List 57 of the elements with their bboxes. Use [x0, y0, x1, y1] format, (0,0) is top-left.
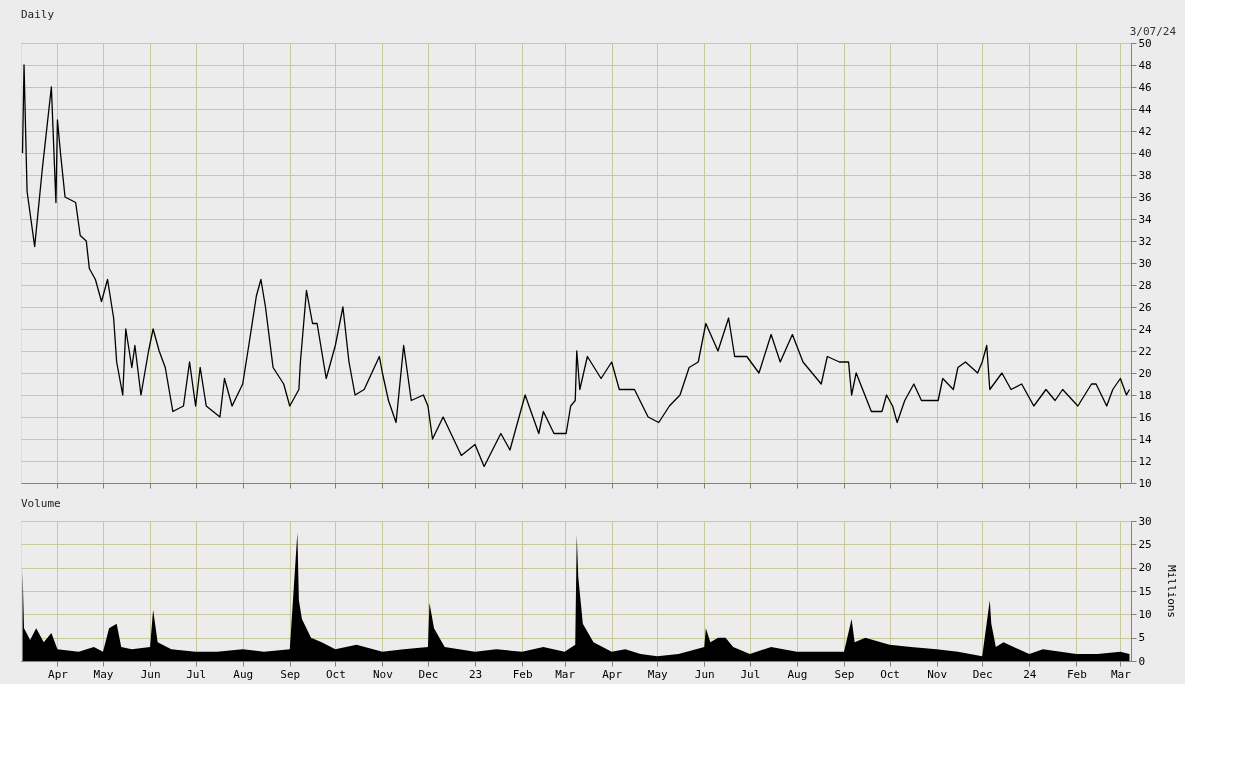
y-tick-label: 46	[1138, 80, 1152, 94]
chart-title: Volume	[21, 497, 61, 510]
y-tick-label: 42	[1138, 124, 1152, 138]
x-tick-label: Sep	[834, 667, 855, 681]
y-tick-label: 24	[1138, 322, 1153, 336]
y-tick-label: 38	[1138, 168, 1152, 182]
y-tick-label: 0	[1138, 654, 1146, 668]
x-tick-label: Jul	[740, 667, 761, 681]
x-tick-label: Jul	[186, 667, 207, 681]
y-tick-label: 22	[1138, 344, 1152, 358]
chart-title: Daily	[21, 8, 55, 21]
x-tick-label: Nov	[372, 667, 394, 681]
x-tick-label: Nov	[927, 667, 948, 681]
x-tick-label: Mar	[555, 667, 576, 681]
y-tick-label: 15	[1138, 584, 1152, 598]
y-tick-label: 16	[1138, 410, 1152, 424]
x-tick-label: Apr	[48, 667, 69, 681]
x-tick-label: Dec	[418, 667, 439, 681]
x-tick-label: May	[93, 667, 114, 681]
x-tick-label: Feb	[512, 667, 533, 681]
y-tick-label: 30	[1138, 514, 1152, 528]
y-tick-label: 20	[1138, 561, 1152, 575]
x-tick-label: Feb	[1066, 667, 1087, 681]
x-tick-label: Aug	[787, 667, 808, 681]
x-tick-label: Mar	[1110, 667, 1132, 681]
x-tick-label: 24	[1023, 667, 1037, 681]
y-tick-label: 10	[1138, 607, 1152, 621]
x-tick-label: Sep	[280, 667, 301, 681]
y-axis-title: Millions	[1164, 565, 1178, 618]
y-tick-label: 26	[1138, 300, 1152, 314]
y-tick-label: 14	[1138, 432, 1153, 446]
x-tick-label: Apr	[602, 667, 623, 681]
y-tick-label: 5	[1138, 631, 1146, 645]
x-tick-label: Jun	[140, 667, 161, 681]
y-tick-label: 50	[1138, 36, 1152, 50]
y-tick-label: 34	[1138, 212, 1153, 226]
x-tick-label: Dec	[972, 667, 993, 681]
x-tick-label: Aug	[233, 667, 254, 681]
y-tick-label: 36	[1138, 190, 1152, 204]
y-tick-label: 20	[1138, 366, 1152, 380]
y-tick-label: 30	[1138, 256, 1152, 270]
x-tick-label: Oct	[325, 667, 346, 681]
x-tick-label: 23	[468, 667, 483, 681]
y-tick-label: 40	[1138, 146, 1152, 160]
y-tick-label: 18	[1138, 388, 1152, 402]
y-tick-label: 10	[1138, 476, 1152, 490]
x-tick-label: May	[647, 667, 669, 681]
line-series	[21, 64, 1131, 468]
y-tick-label: 25	[1138, 537, 1152, 551]
x-tick-label: Jun	[694, 667, 715, 681]
y-tick-label: 12	[1138, 454, 1152, 468]
y-tick-label: 28	[1138, 278, 1152, 292]
text: 3/07/24	[1129, 25, 1177, 38]
y-tick-label: 44	[1138, 102, 1153, 116]
y-tick-label: 32	[1138, 234, 1152, 248]
x-tick-label: Oct	[880, 667, 900, 681]
y-tick-label: 48	[1138, 58, 1152, 72]
